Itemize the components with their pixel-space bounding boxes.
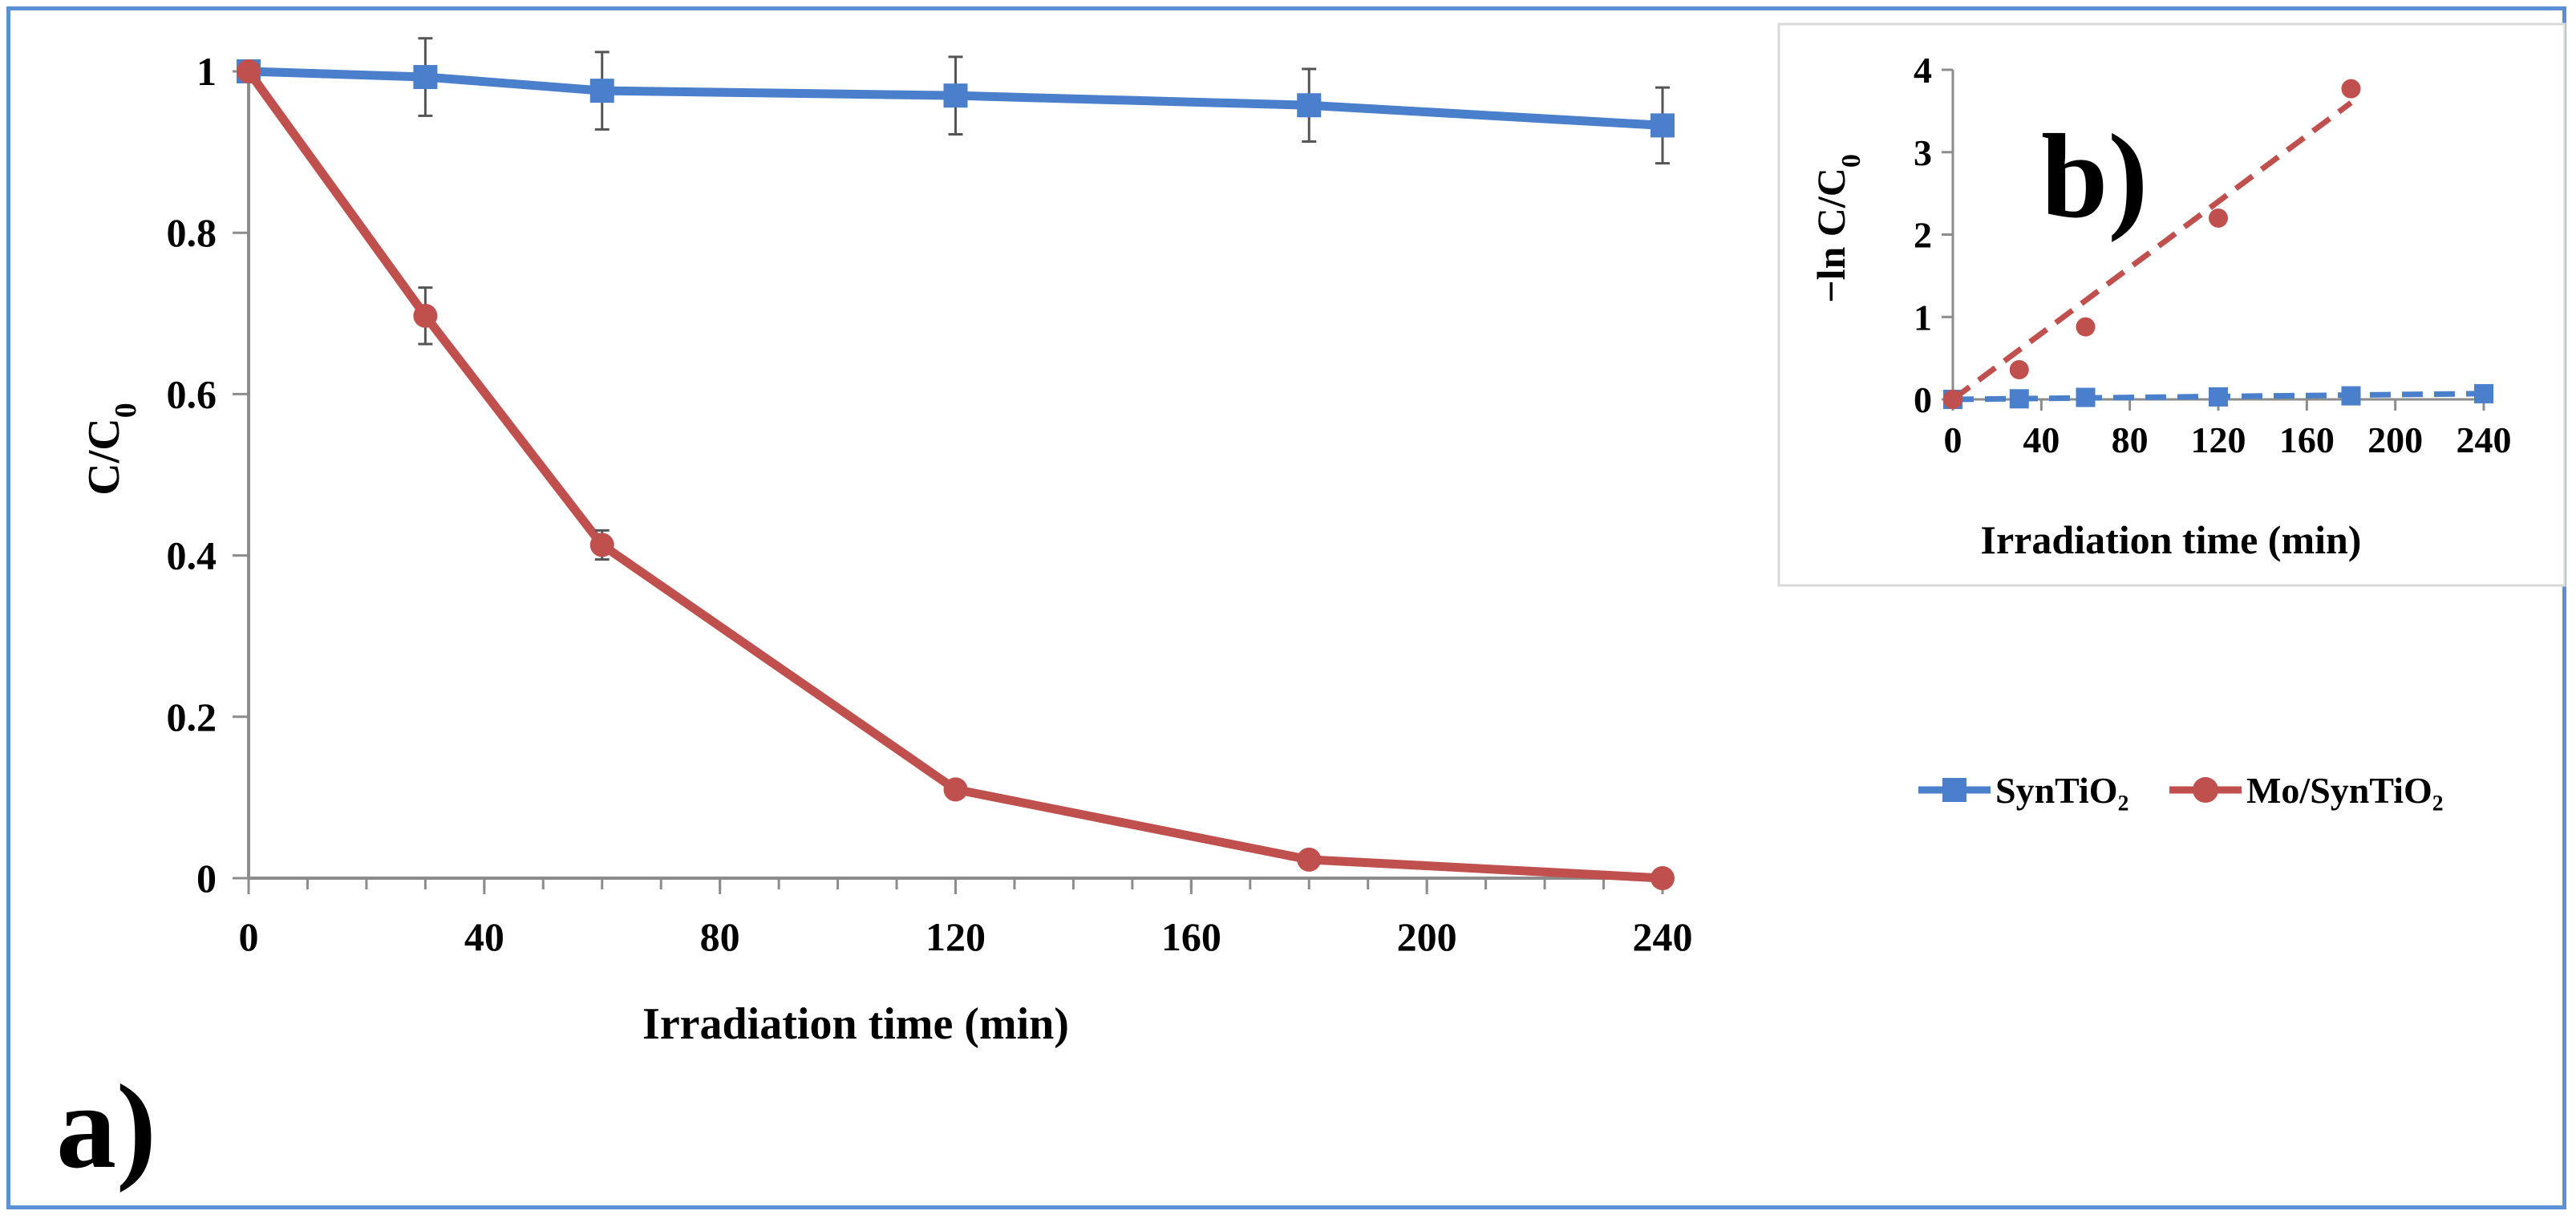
panel-label-a: a) xyxy=(56,1060,156,1193)
main-series-syntio-point xyxy=(1297,93,1322,118)
main-x-tick-label: 80 xyxy=(700,914,740,959)
main-y-tick-label: 1 xyxy=(196,49,217,94)
legend-item-mo-syntio2: Mo/SynTiO₂ xyxy=(2169,770,2444,811)
inset-x-tick-label: 240 xyxy=(2457,419,2512,460)
inset-series-mo-syntio-fit-line xyxy=(1950,100,2353,402)
inset-x-tick-label: 40 xyxy=(2023,419,2060,460)
inset-series-syntio-point xyxy=(2474,383,2493,403)
inset-plot-area xyxy=(1943,79,2493,409)
legend-label-mo-syntio2: Mo/SynTiO₂ xyxy=(2246,770,2444,811)
inset-y-tick-label: 2 xyxy=(1914,215,1932,256)
panel-label-b: b) xyxy=(2041,110,2148,243)
main-y-tick-label: 0.4 xyxy=(167,533,217,578)
main-y-tick-label: 0.6 xyxy=(167,371,217,416)
inset-x-tick-label: 80 xyxy=(2112,419,2149,460)
inset-y-tick-label: 3 xyxy=(1914,132,1932,173)
inset-x-tick-label: 120 xyxy=(2191,419,2246,460)
main-x-tick-label: 240 xyxy=(1633,914,1693,959)
inset-x-tick-label: 160 xyxy=(2279,419,2335,460)
main-x-tick-label: 0 xyxy=(239,914,259,959)
legend-item-syntio2: SynTiO₂ xyxy=(1918,770,2128,811)
inset-y-axis-label: −ln C/C0 xyxy=(1808,154,1866,303)
main-series-syntio-point xyxy=(589,79,614,103)
main-x-axis-label: Irradiation time (min) xyxy=(642,999,1069,1049)
inset-series-mo-syntio-point xyxy=(1943,390,1962,409)
legend-label-syntio2: SynTiO₂ xyxy=(1995,770,2128,811)
main-y-axis-label: C/C0 xyxy=(79,403,143,495)
main-y-tick-label: 0 xyxy=(196,856,217,901)
main-x-tick-label: 160 xyxy=(1161,914,1221,959)
inset-axes: 0 40 80 120 160 200 240 0 1 2 3 4 xyxy=(1914,50,2512,460)
inset-series-syntio-point xyxy=(2009,389,2029,409)
main-series-syntio-point xyxy=(413,65,438,90)
inset-x-tick-label: 200 xyxy=(2367,419,2423,460)
main-series-syntio-point xyxy=(1651,113,1675,138)
main-x-tick-label: 40 xyxy=(464,914,504,959)
main-series-syntio-line xyxy=(248,67,1663,130)
main-series-mo-syntio-point xyxy=(1651,866,1675,890)
inset-series-mo-syntio-point xyxy=(2341,79,2361,99)
main-series-mo-syntio-point xyxy=(1297,847,1322,872)
inset-series-mo-syntio-point xyxy=(2076,317,2096,337)
main-series-mo-syntio-point xyxy=(589,533,614,557)
inset-series-mo-syntio-point xyxy=(2209,208,2228,228)
main-series-syntio-point xyxy=(943,83,968,108)
main-y-tick-label: 0.8 xyxy=(167,210,217,255)
inset-y-tick-label: 4 xyxy=(1914,50,1932,91)
inset-y-tick-label: 1 xyxy=(1914,297,1932,338)
main-series-mo-syntio-line xyxy=(245,68,1663,883)
legend-swatch-syntio2-marker xyxy=(1942,778,1966,802)
main-y-tick-label: 0.2 xyxy=(167,695,217,739)
inset-y-tick-label: 0 xyxy=(1914,379,1932,420)
main-x-tick-label: 200 xyxy=(1397,914,1457,959)
legend-swatch-mo-syntio2-marker xyxy=(2193,777,2218,803)
inset-series-syntio-point xyxy=(2209,387,2228,407)
inset-series-mo-syntio-point xyxy=(2009,360,2029,380)
legend: SynTiO₂ Mo/SynTiO₂ xyxy=(1918,770,2444,811)
main-plot-area xyxy=(237,37,1675,890)
inset-x-tick-label: 0 xyxy=(1944,419,1962,460)
inset-series-syntio-point xyxy=(2076,387,2096,407)
inset-series-syntio-point xyxy=(2341,386,2361,406)
main-series-mo-syntio-point xyxy=(237,59,261,83)
inset-panel xyxy=(1777,22,2566,587)
main-axes: 0 40 80 120 160 200 240 0 0.2 0.4 0.6 0.8 1 xyxy=(167,49,1693,959)
inset-x-axis-label: Irradiation time (min) xyxy=(1981,517,2362,562)
main-x-tick-label: 120 xyxy=(925,914,986,959)
main-series-mo-syntio-point xyxy=(943,777,968,802)
main-series-mo-syntio-point xyxy=(413,303,438,328)
